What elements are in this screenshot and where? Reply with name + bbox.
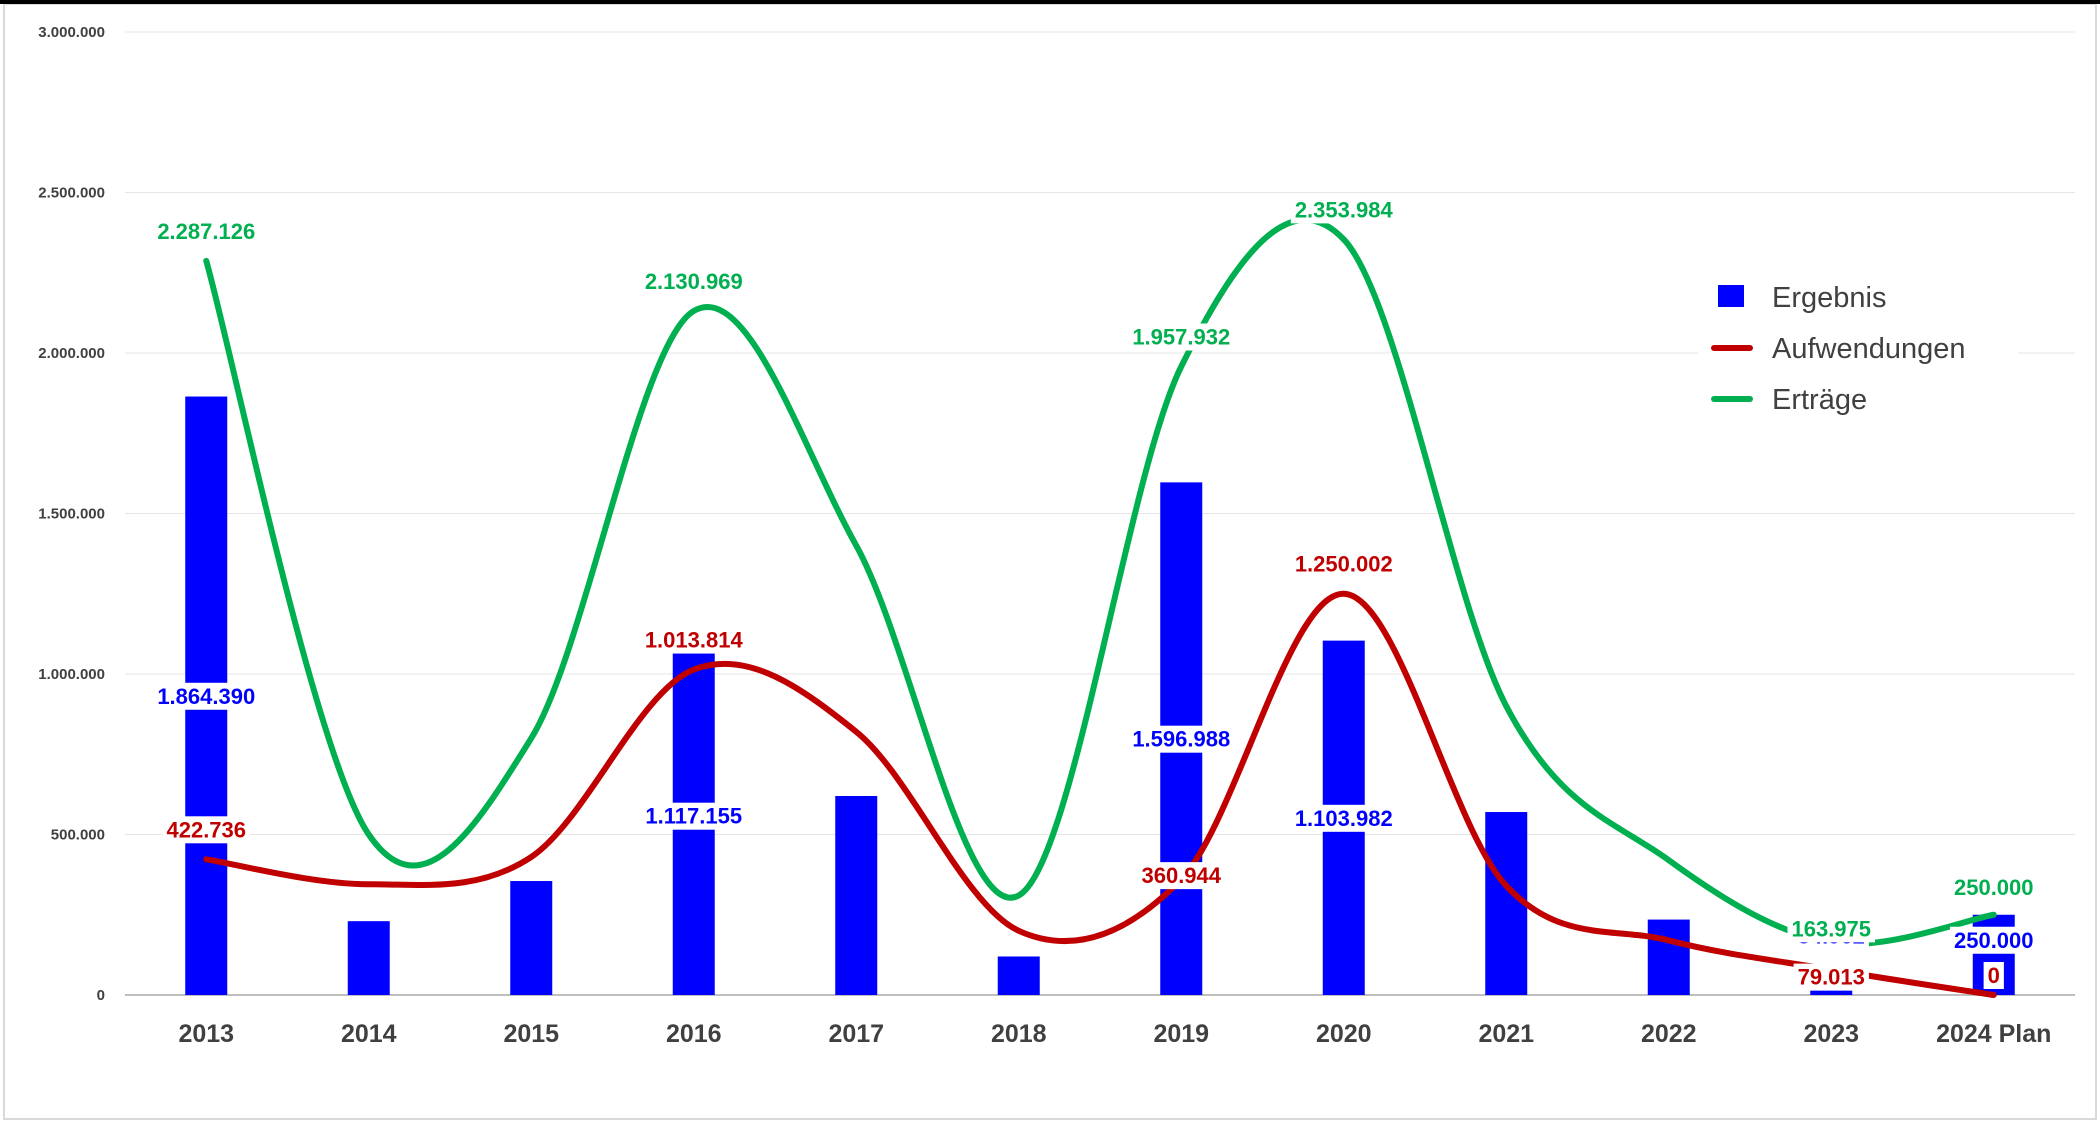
bar	[347, 921, 390, 995]
data-label: 1.103.982	[1295, 806, 1393, 831]
bar	[510, 881, 553, 995]
x-tick-label: 2024 Plan	[1936, 1020, 2051, 1048]
y-tick-label: 1.500.000	[38, 506, 105, 523]
data-label-bg	[1128, 725, 1235, 753]
bar	[997, 956, 1040, 995]
data-label-bg	[1983, 962, 2004, 989]
data-label-bg	[1793, 963, 1869, 991]
series-line-erträge	[203, 216, 1997, 947]
data-label-bg	[640, 267, 747, 295]
bar	[835, 795, 878, 995]
chart-frame	[3, 3, 2097, 1120]
x-tick-label: 2015	[503, 1020, 559, 1048]
x-tick-label: 2021	[1478, 1020, 1534, 1048]
data-label: 2.130.969	[645, 269, 743, 294]
data-label: 79.013	[1798, 965, 1865, 990]
data-label: 1.957.932	[1132, 325, 1230, 350]
data-label: 422.736	[166, 817, 246, 842]
data-label: 0	[1988, 963, 2000, 988]
legend-swatch	[1718, 285, 1744, 307]
data-label: 2.287.126	[157, 219, 255, 244]
data-label-bg	[1137, 862, 1226, 890]
data-label: 1.864.390	[157, 684, 255, 709]
x-tick-label: 2014	[341, 1020, 397, 1048]
legend-label: Ergebnis	[1772, 282, 1886, 314]
data-label-bg	[162, 816, 251, 844]
y-tick-label: 1.000.000	[38, 666, 105, 683]
data-label-bg	[153, 217, 260, 245]
data-label-bg	[153, 682, 260, 710]
data-label-bg	[640, 626, 748, 654]
data-label: 360.944	[1141, 863, 1221, 888]
data-label-bg	[1949, 873, 2038, 901]
data-label: 1.117.155	[645, 804, 742, 829]
y-tick-label: 3.000.000	[38, 24, 105, 41]
data-label-bg	[1787, 915, 1876, 943]
data-label: 250.000	[1954, 875, 2034, 900]
x-tick-label: 2023	[1803, 1020, 1859, 1048]
data-label: 1.596.988	[1132, 727, 1230, 752]
y-tick-label: 500.000	[51, 827, 105, 844]
data-label-bg	[641, 802, 747, 830]
x-tick-label: 2020	[1316, 1020, 1372, 1048]
x-tick-label: 2016	[666, 1020, 722, 1048]
legend-bg	[1698, 257, 2018, 432]
data-label-bg	[1290, 804, 1397, 832]
data-label: 250.000	[1954, 928, 2034, 953]
x-tick-label: 2019	[1153, 1020, 1209, 1048]
legend-label: Aufwendungen	[1772, 333, 1966, 365]
bar	[1647, 919, 1690, 995]
data-label: 2.353.984	[1295, 197, 1394, 222]
x-tick-label: 2017	[828, 1020, 884, 1048]
x-tick-label: 2018	[991, 1020, 1047, 1048]
x-tick-label: 2013	[178, 1020, 234, 1048]
data-label-bg	[1290, 550, 1397, 578]
data-label: 1.013.814	[645, 628, 744, 653]
legend-label: Erträge	[1772, 384, 1867, 416]
series-line-aufwendungen	[203, 590, 1997, 998]
data-label-bg	[1949, 926, 2038, 954]
y-tick-label: 0	[97, 987, 105, 1004]
y-tick-label: 2.000.000	[38, 345, 105, 362]
data-label: 163.975	[1791, 916, 1871, 941]
data-label-bg	[1290, 196, 1398, 224]
y-tick-label: 2.500.000	[38, 185, 105, 202]
data-label: 1.250.002	[1295, 552, 1393, 577]
bar	[1485, 812, 1528, 995]
x-tick-label: 2022	[1641, 1020, 1697, 1048]
data-label-bg	[1128, 323, 1235, 351]
